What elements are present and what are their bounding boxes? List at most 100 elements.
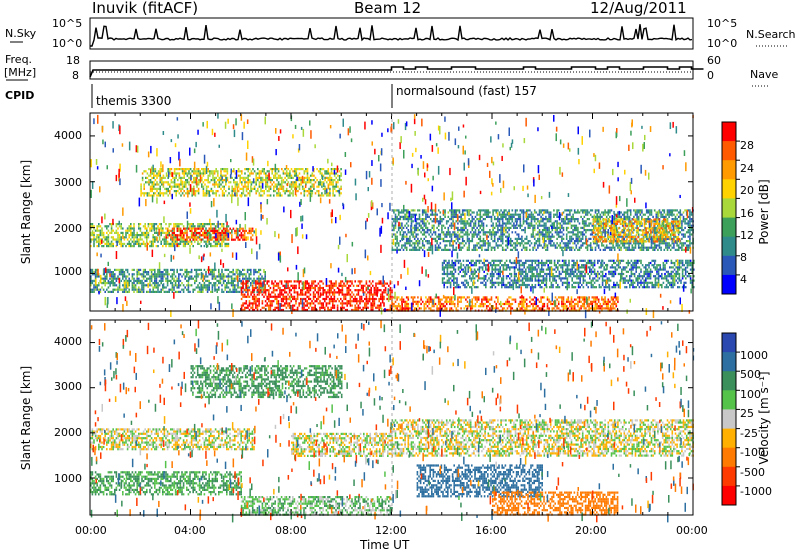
heatmap-cell	[497, 218, 499, 221]
heatmap-cell	[437, 248, 440, 251]
heatmap-cell	[349, 280, 352, 283]
heatmap-cell	[595, 229, 598, 232]
heatmap-cell	[200, 227, 203, 230]
heatmap-cell	[150, 268, 153, 271]
heatmap-cell	[195, 273, 198, 276]
heatmap-cell	[237, 282, 239, 285]
heatmap-cell	[572, 305, 574, 308]
heatmap-cell	[205, 227, 207, 230]
heatmap-cell	[428, 300, 430, 303]
heatmap-cell	[497, 237, 499, 240]
heatmap-cell	[477, 242, 480, 245]
heatmap-cell	[396, 248, 398, 251]
heatmap-cell	[450, 226, 453, 229]
heatmap-cell	[325, 297, 328, 301]
heatmap-cell	[186, 232, 188, 235]
heatmap-cell	[405, 307, 408, 310]
heatmap-cell	[434, 302, 437, 306]
heatmap-cell	[557, 300, 560, 303]
heatmap-cell	[570, 218, 573, 221]
heatmap-cell	[261, 300, 264, 303]
heatmap-cell	[585, 235, 587, 238]
heatmap-cell	[187, 223, 190, 226]
heatmap-cell	[221, 268, 223, 271]
heatmap-cell	[279, 286, 281, 290]
heatmap-cell	[179, 232, 182, 235]
heatmap-cell	[666, 248, 669, 251]
heatmap-cell	[120, 231, 122, 234]
heatmap-cell	[240, 306, 243, 309]
heatmap-cell	[645, 246, 648, 249]
heatmap-cell	[222, 240, 225, 243]
heatmap-cell	[690, 233, 693, 236]
heatmap-cell	[413, 226, 416, 229]
heatmap-cell	[506, 302, 509, 306]
heatmap-cell	[625, 215, 627, 218]
heatmap-cell	[413, 242, 416, 245]
heatmap-cell	[405, 215, 408, 218]
heatmap-cell	[615, 298, 618, 301]
heatmap-cell	[194, 275, 196, 278]
heatmap-cell	[317, 289, 320, 292]
heatmap-cell	[508, 222, 510, 225]
heatmap-cell	[328, 284, 331, 287]
heatmap-cell	[221, 238, 223, 241]
heatmap-cell	[591, 233, 594, 236]
heatmap-cell	[639, 229, 642, 232]
heatmap-cell	[118, 225, 121, 228]
heatmap-cell	[495, 296, 498, 299]
heatmap-cell	[676, 244, 678, 247]
heatmap-cell	[194, 240, 196, 243]
heatmap-cell	[272, 300, 275, 303]
heatmap-cell	[425, 240, 427, 243]
heatmap-cell	[122, 288, 124, 291]
heatmap-cell	[383, 302, 385, 305]
heatmap-cell	[393, 229, 395, 232]
power-heatmap	[90, 113, 695, 319]
heatmap-cell	[689, 235, 691, 238]
heatmap-cell	[222, 279, 225, 282]
heatmap-cell	[280, 293, 283, 296]
heatmap-cell	[216, 238, 219, 241]
heatmap-cell	[263, 289, 265, 292]
heatmap-cell	[593, 224, 595, 227]
heatmap-cell	[436, 296, 438, 299]
heatmap-cell	[328, 293, 331, 296]
heatmap-cell	[243, 282, 246, 285]
heatmap-cell	[452, 222, 454, 225]
heatmap-cell	[261, 293, 264, 296]
heatmap-cell	[465, 222, 467, 225]
heatmap-cell	[227, 275, 230, 278]
heatmap-cell	[210, 273, 212, 276]
heatmap-cell	[256, 286, 258, 289]
heatmap-cell	[549, 211, 552, 214]
heatmap-cell	[521, 298, 523, 301]
heatmap-cell	[171, 275, 174, 278]
heatmap-cell	[514, 248, 517, 251]
heatmap-cell	[218, 271, 220, 274]
heatmap-cell	[101, 282, 103, 285]
heatmap-cell	[421, 226, 424, 229]
heatmap-cell	[527, 226, 530, 229]
heatmap-cell	[94, 271, 97, 274]
heatmap-cell	[479, 246, 482, 249]
heatmap-cell	[418, 224, 421, 227]
heatmap-cell	[477, 222, 480, 225]
heatmap-cell	[445, 220, 448, 223]
heatmap-cell	[256, 306, 259, 309]
heatmap-cell	[439, 307, 442, 310]
heatmap-cell	[460, 213, 462, 216]
heatmap-cell	[378, 280, 380, 283]
heatmap-cell	[101, 245, 103, 248]
heatmap-cell	[232, 279, 234, 282]
heatmap-cell	[158, 238, 161, 241]
heatmap-cell	[134, 284, 137, 287]
heatmap-cell	[668, 244, 670, 247]
heatmap-cell	[591, 300, 594, 303]
heatmap-cell	[514, 237, 517, 240]
heatmap-cell	[479, 237, 482, 240]
heatmap-cell	[312, 302, 315, 305]
heatmap-cell	[429, 300, 432, 303]
heatmap-cell	[397, 242, 400, 245]
heatmap-cell	[477, 231, 480, 234]
